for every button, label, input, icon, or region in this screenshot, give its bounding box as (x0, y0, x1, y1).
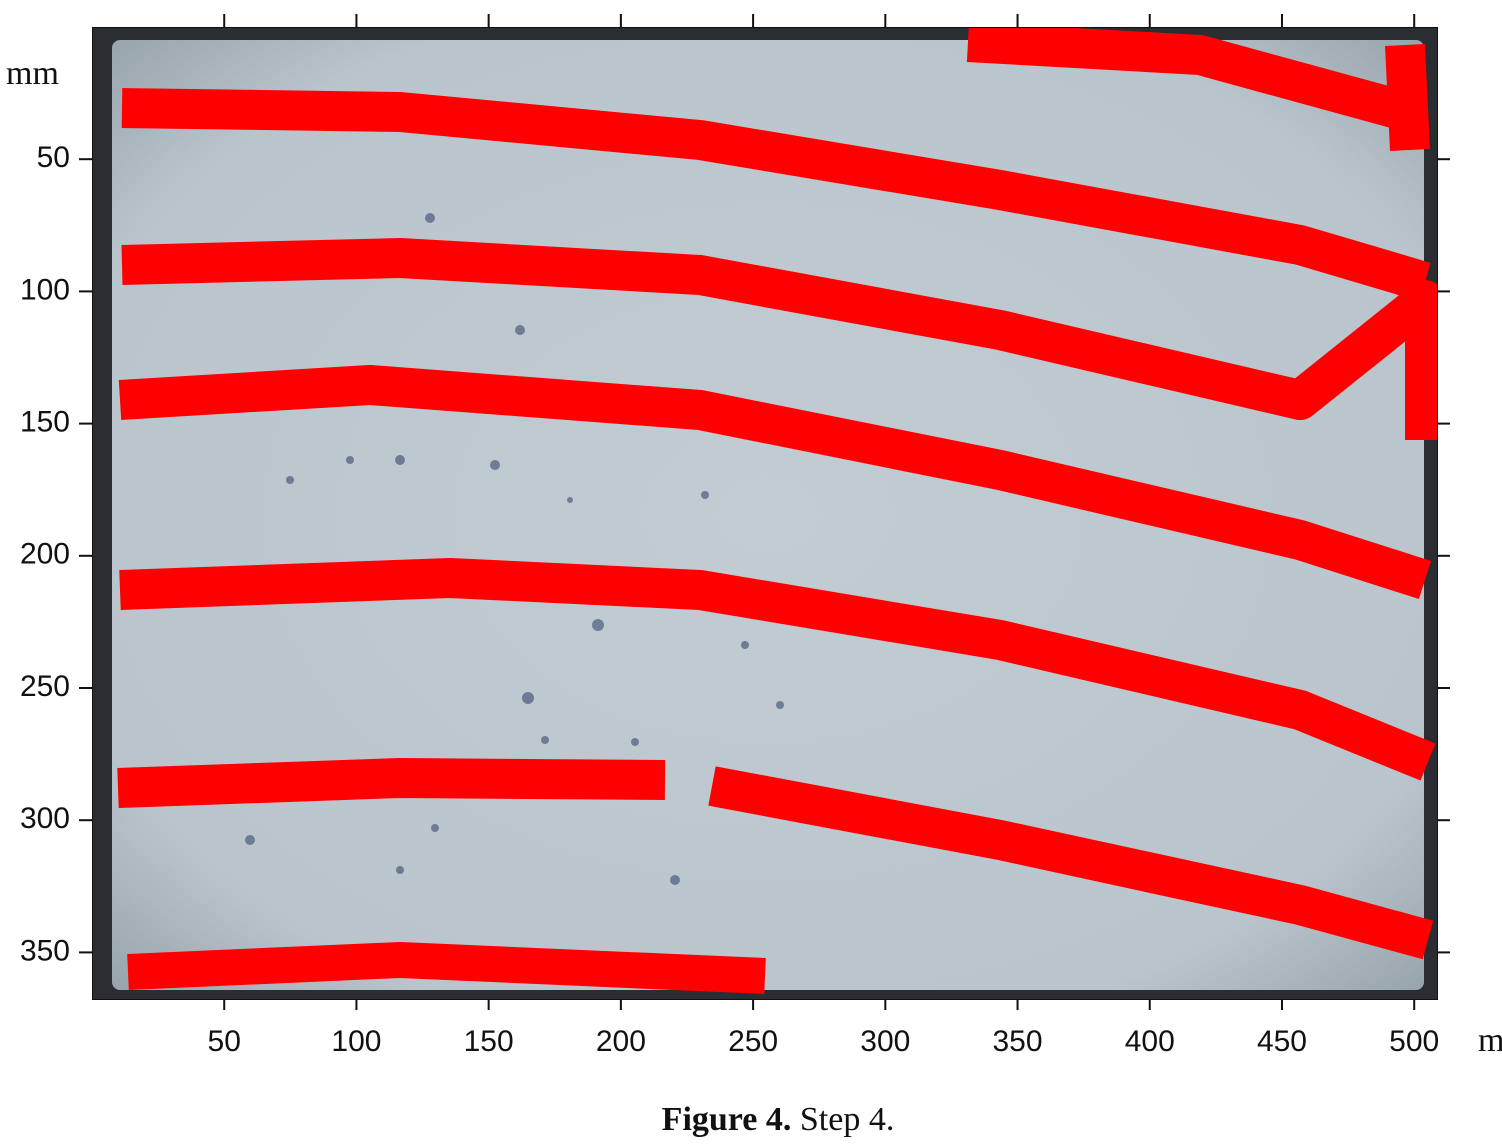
x-tick-label: 350 (993, 1025, 1043, 1058)
x-tick-label: 100 (331, 1025, 381, 1058)
stripe (121, 238, 1438, 440)
stripe (119, 558, 1436, 781)
stripe (117, 758, 1434, 960)
x-axis-label: mm (1478, 1022, 1502, 1059)
y-tick-label: 250 (20, 670, 70, 703)
y-tick-label: 350 (20, 934, 70, 967)
x-tick-label: 400 (1125, 1025, 1175, 1058)
y-tick-label: 50 (37, 141, 70, 174)
x-tick-label: 500 (1389, 1025, 1439, 1058)
stripe (118, 365, 1432, 600)
stripe (127, 942, 766, 994)
y-axis-label: mm (6, 55, 59, 92)
x-tick-label: 200 (596, 1025, 646, 1058)
caption-label: Figure 4. (662, 1101, 792, 1138)
y-tick-label: 300 (20, 802, 70, 835)
y-tick-label: 150 (20, 406, 70, 439)
stripe (121, 88, 1431, 302)
x-tick-label: 150 (464, 1025, 514, 1058)
photo (92, 27, 1438, 1000)
x-tick-label: 50 (208, 1025, 241, 1058)
y-tick-label: 200 (20, 538, 70, 571)
stripe (966, 27, 1430, 151)
caption-text: Step 4. (800, 1101, 894, 1138)
y-tick-label: 100 (20, 273, 70, 306)
x-tick-label: 250 (728, 1025, 778, 1058)
x-tick-label: 450 (1257, 1025, 1307, 1058)
x-tick-label: 300 (860, 1025, 910, 1058)
caption: Figure 4. Step 4. (662, 1101, 895, 1138)
